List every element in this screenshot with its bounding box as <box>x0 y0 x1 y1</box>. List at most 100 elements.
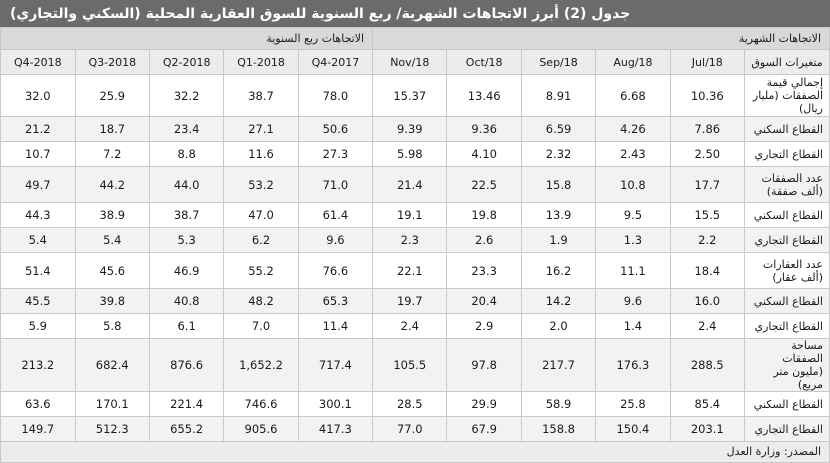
quarterly-value-cell: 32.0 <box>0 74 76 117</box>
monthly-value-cell: 4.26 <box>595 116 671 142</box>
monthly-value-cell: 105.5 <box>372 338 448 392</box>
monthly-value-cell: 288.5 <box>669 338 745 392</box>
quarterly-value-cell: 25.9 <box>74 74 150 117</box>
quarterly-value-cell: 11.6 <box>223 141 299 167</box>
monthly-value-cell: 20.4 <box>446 288 522 314</box>
monthly-value-cell: 176.3 <box>595 338 671 392</box>
column-header-month: Jul/18 <box>669 49 745 75</box>
monthly-value-cell: 13.46 <box>446 74 522 117</box>
quarterly-value-cell: 5.3 <box>148 227 225 253</box>
table-row: عدد الصفقات (ألف صفقة) 17.7 10.8 15.8 22.5 21… <box>0 166 830 203</box>
quarterly-value-cell: 21.2 <box>0 116 76 142</box>
monthly-value-cell: 21.4 <box>372 166 448 203</box>
table-row: مساحة الصفقات (مليون متر مربع) 288.5 176.3… <box>0 338 830 392</box>
quarterly-value-cell: 78.0 <box>297 74 374 117</box>
monthly-value-cell: 25.8 <box>595 391 671 417</box>
quarterly-value-cell: 6.2 <box>223 227 299 253</box>
quarterly-value-cell: 51.4 <box>0 252 76 289</box>
quarterly-value-cell: 46.9 <box>148 252 225 289</box>
monthly-value-cell: 10.36 <box>669 74 745 117</box>
quarterly-value-cell: 300.1 <box>297 391 374 417</box>
monthly-value-cell: 2.32 <box>520 141 597 167</box>
table-row: القطاع السكني 85.4 25.8 58.9 29.9 28.5 300.1 74… <box>0 391 830 417</box>
table-row: القطاع التجاري 2.50 2.43 2.32 4.10 5.98 27.3 11… <box>0 141 830 167</box>
quarterly-value-cell: 38.7 <box>223 74 299 117</box>
quarterly-value-cell: 8.8 <box>148 141 225 167</box>
monthly-value-cell: 2.4 <box>669 313 745 339</box>
quarterly-value-cell: 47.0 <box>223 202 299 228</box>
quarterly-value-cell: 221.4 <box>148 391 225 417</box>
monthly-value-cell: 11.1 <box>595 252 671 289</box>
row-label: القطاع السكني <box>743 288 830 314</box>
column-header-month: Oct/18 <box>446 49 522 75</box>
quarterly-value-cell: 746.6 <box>223 391 299 417</box>
quarterly-value-cell: 48.2 <box>223 288 299 314</box>
row-label: القطاع السكني <box>743 391 830 417</box>
monthly-value-cell: 8.91 <box>520 74 597 117</box>
quarterly-value-cell: 11.4 <box>297 313 374 339</box>
column-header-quarter: 2018-Q4 <box>0 49 76 75</box>
row-label: القطاع التجاري <box>743 227 830 253</box>
row-label: إجمالي قيمة الصفقات (مليار ريال) <box>743 74 830 117</box>
monthly-value-cell: 2.3 <box>372 227 448 253</box>
monthly-value-cell: 10.8 <box>595 166 671 203</box>
column-header-quarter: 2018-Q1 <box>223 49 299 75</box>
table-row: القطاع التجاري 2.2 1.3 1.9 2.6 2.3 9.6 6.2 5.3 5.… <box>0 227 830 253</box>
group-header-quarterly: الاتجاهات ربع السنوية <box>0 27 374 50</box>
quarterly-value-cell: 213.2 <box>0 338 76 392</box>
column-header-month: Aug/18 <box>595 49 671 75</box>
monthly-value-cell: 2.6 <box>446 227 522 253</box>
quarterly-value-cell: 18.7 <box>74 116 150 142</box>
monthly-value-cell: 7.86 <box>669 116 745 142</box>
monthly-value-cell: 15.5 <box>669 202 745 228</box>
quarterly-value-cell: 27.3 <box>297 141 374 167</box>
monthly-value-cell: 29.9 <box>446 391 522 417</box>
quarterly-value-cell: 32.2 <box>148 74 225 117</box>
column-header-month: Nov/18 <box>372 49 448 75</box>
monthly-value-cell: 9.39 <box>372 116 448 142</box>
monthly-value-cell: 9.36 <box>446 116 522 142</box>
quarterly-value-cell: 876.6 <box>148 338 225 392</box>
monthly-value-cell: 2.50 <box>669 141 745 167</box>
quarterly-value-cell: 149.7 <box>0 416 76 442</box>
monthly-value-cell: 28.5 <box>372 391 448 417</box>
quarterly-value-cell: 5.8 <box>74 313 150 339</box>
quarterly-value-cell: 23.4 <box>148 116 225 142</box>
quarterly-value-cell: 717.4 <box>297 338 374 392</box>
quarterly-value-cell: 7.2 <box>74 141 150 167</box>
quarterly-value-cell: 905.6 <box>223 416 299 442</box>
quarterly-value-cell: 65.3 <box>297 288 374 314</box>
monthly-value-cell: 97.8 <box>446 338 522 392</box>
monthly-value-cell: 1.9 <box>520 227 597 253</box>
monthly-value-cell: 22.5 <box>446 166 522 203</box>
table-row: عدد العقارات (ألف عقار) 18.4 11.1 16.2 23.3 2… <box>0 252 830 289</box>
monthly-value-cell: 2.4 <box>372 313 448 339</box>
quarterly-value-cell: 39.8 <box>74 288 150 314</box>
row-label: القطاع السكني <box>743 116 830 142</box>
quarterly-value-cell: 10.7 <box>0 141 76 167</box>
quarterly-value-cell: 76.6 <box>297 252 374 289</box>
column-header-variable: متغيرات السوق <box>743 49 830 75</box>
quarterly-value-cell: 5.9 <box>0 313 76 339</box>
quarterly-value-cell: 417.3 <box>297 416 374 442</box>
quarterly-value-cell: 53.2 <box>223 166 299 203</box>
row-label: القطاع التجاري <box>743 416 830 442</box>
quarterly-value-cell: 61.4 <box>297 202 374 228</box>
monthly-value-cell: 19.7 <box>372 288 448 314</box>
monthly-value-cell: 19.1 <box>372 202 448 228</box>
row-label: مساحة الصفقات (مليون متر مربع) <box>743 338 830 392</box>
quarterly-value-cell: 71.0 <box>297 166 374 203</box>
column-header-quarter: 2018-Q2 <box>148 49 225 75</box>
table-row: إجمالي قيمة الصفقات (مليار ريال) 10.36 6.6… <box>0 74 830 117</box>
monthly-value-cell: 58.9 <box>520 391 597 417</box>
monthly-value-cell: 16.2 <box>520 252 597 289</box>
quarterly-value-cell: 512.3 <box>74 416 150 442</box>
monthly-value-cell: 217.7 <box>520 338 597 392</box>
row-label: القطاع السكني <box>743 202 830 228</box>
quarterly-value-cell: 44.0 <box>148 166 225 203</box>
source-note: المصدر: وزارة العدل <box>0 442 830 463</box>
monthly-value-cell: 9.5 <box>595 202 671 228</box>
monthly-value-cell: 15.37 <box>372 74 448 117</box>
table-row: القطاع التجاري 2.4 1.4 2.0 2.9 2.4 11.4 7.0 6.1 5… <box>0 313 830 339</box>
